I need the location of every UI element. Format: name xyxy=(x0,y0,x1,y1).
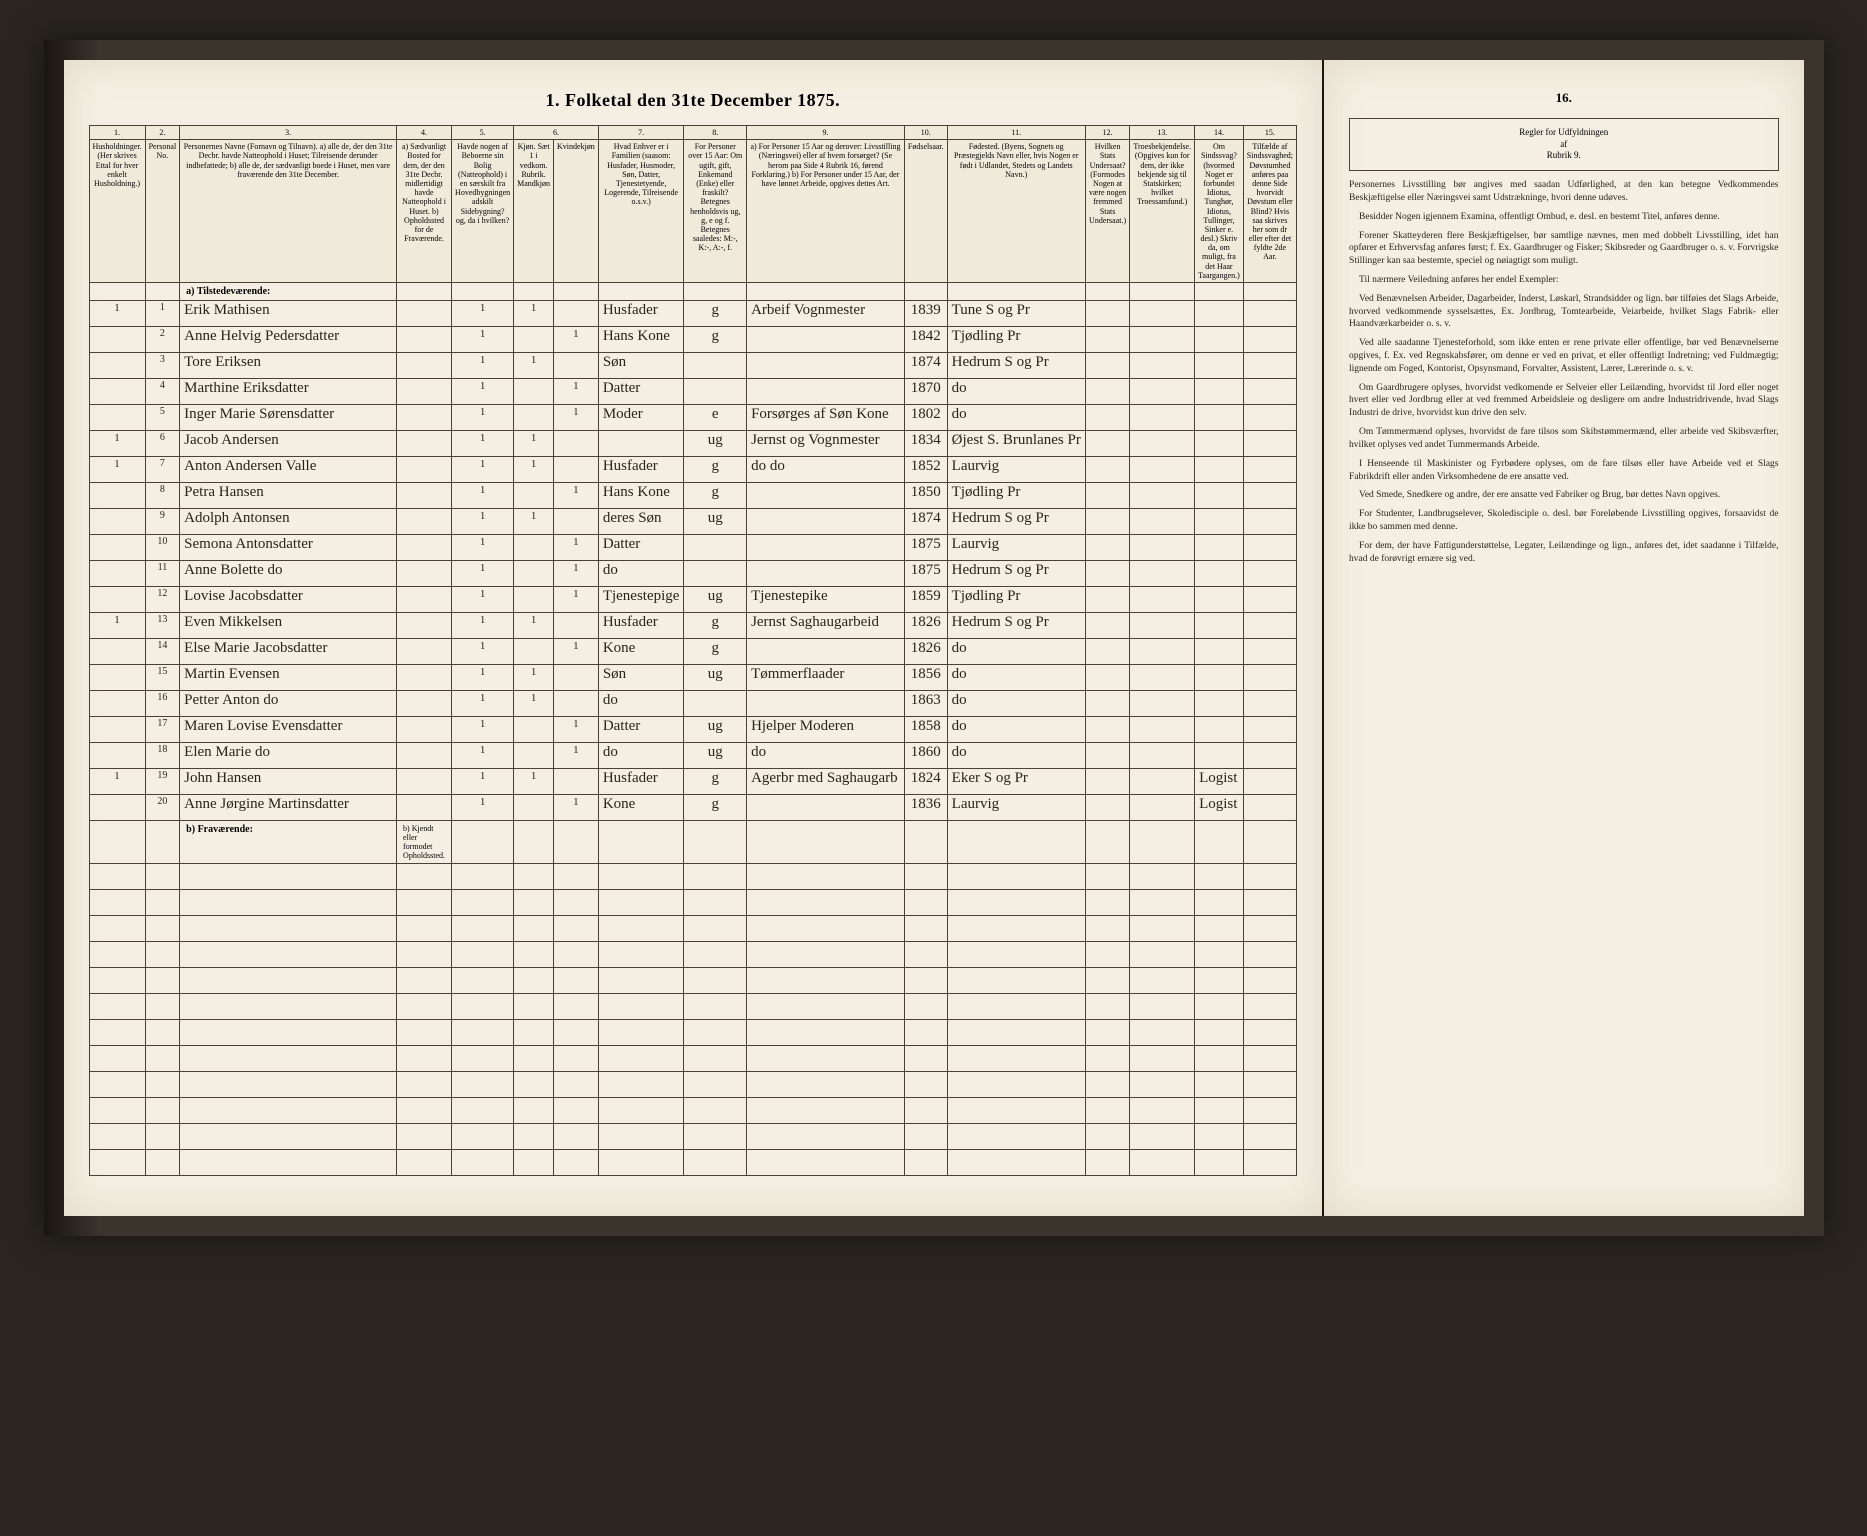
header-c6f: Kvindekjøn xyxy=(554,140,599,283)
section-a-row: a) Tilstedeværende: xyxy=(89,283,1297,301)
table-row xyxy=(89,994,1297,1020)
rules-paragraph: Ved alle saadanne Tjenesteforhold, som i… xyxy=(1349,337,1778,375)
rules-paragraph: Ved Benævnelsen Arbeider, Dagarbeider, I… xyxy=(1349,293,1778,331)
rules-paragraph: I Henseende til Maskinister og Fyrbødere… xyxy=(1349,458,1778,484)
table-row: 14Else Marie Jacobsdatter11Koneg1826do xyxy=(89,639,1297,665)
table-row: 17Anton Andersen Valle11Husfadergdo do18… xyxy=(89,457,1297,483)
header-c5: Havde nogen af Beboerne sin Bolig (Natte… xyxy=(452,140,514,283)
rules-paragraph: Forener Skatteyderen flere Beskjæftigels… xyxy=(1349,230,1778,268)
table-row xyxy=(89,968,1297,994)
table-row: 18Elen Marie do11dougdo1860do xyxy=(89,743,1297,769)
header-c1: Husholdninger. (Her skrives Ettal for hv… xyxy=(89,140,145,283)
rules-paragraph: For Studenter, Landbrugselever, Skoledis… xyxy=(1349,508,1778,534)
table-row xyxy=(89,916,1297,942)
book-spread: 1. Folketal den 31te December 1875. 1. 2… xyxy=(44,40,1824,1236)
table-row xyxy=(89,890,1297,916)
header-c2: Personal No. xyxy=(145,140,180,283)
header-c3: Personernes Navne (Fornavn og Tilnavn). … xyxy=(180,140,397,283)
table-body: a) Tilstedeværende: 11Erik Mathisen11Hus… xyxy=(89,283,1297,1176)
column-number-row: 1. 2. 3. 4. 5. 6. 7. 8. 9. 10. 11. 12. 1… xyxy=(89,126,1297,140)
table-row: 15Martin Evensen11SønugTømmerflaader1856… xyxy=(89,665,1297,691)
col16-number: 16. xyxy=(1349,90,1778,106)
table-row: 11Anne Bolette do11do1875Hedrum S og Pr xyxy=(89,561,1297,587)
table-row: 17Maren Lovise Evensdatter11DatterugHjel… xyxy=(89,717,1297,743)
header-c8: For Personer over 15 Aar: Om ugift, gift… xyxy=(684,140,747,283)
left-page: 1. Folketal den 31te December 1875. 1. 2… xyxy=(64,60,1323,1216)
table-row: 11Erik Mathisen11HusfadergArbeif Vognmes… xyxy=(89,301,1297,327)
table-row xyxy=(89,1020,1297,1046)
table-row: 3Tore Eriksen11Søn1874Hedrum S og Pr xyxy=(89,353,1297,379)
table-row: 8Petra Hansen11Hans Koneg1850Tjødling Pr xyxy=(89,483,1297,509)
header-c14: Om Sindssvag? (hvormed Noget er forbunde… xyxy=(1195,140,1244,283)
section-b-row: b) Fraværende:b) Kjendt eller formodet O… xyxy=(89,821,1297,864)
page-title: 1. Folketal den 31te December 1875. xyxy=(89,90,1298,111)
table-row: 119John Hansen11HusfadergAgerbr med Sagh… xyxy=(89,769,1297,795)
header-c6m: Kjøn. Sæt 1 i vedkom. Rubrik. Mandkjøn xyxy=(514,140,554,283)
table-row: 16Jacob Andersen11ugJernst og Vognmester… xyxy=(89,431,1297,457)
rules-paragraph: Til nærmere Veiledning anføres her endel… xyxy=(1349,274,1778,287)
rules-paragraph: Besidder Nogen igjennem Examina, offentl… xyxy=(1349,211,1778,224)
header-c7: Hvad Enhver er i Familien (saasom: Husfa… xyxy=(598,140,684,283)
table-row xyxy=(89,1098,1297,1124)
table-row: 113Even Mikkelsen11HusfadergJernst Sagha… xyxy=(89,613,1297,639)
header-c4: a) Sædvanligt Bosted for dem, der den 31… xyxy=(397,140,452,283)
table-row: 12Lovise Jacobsdatter11TjenestepigeugTje… xyxy=(89,587,1297,613)
right-page: 16. Regler for Udfyldningen af Rubrik 9.… xyxy=(1324,60,1803,1216)
table-row: 16Petter Anton do11do1863do xyxy=(89,691,1297,717)
table-row: 9Adolph Antonsen11deres Sønug1874Hedrum … xyxy=(89,509,1297,535)
header-c10: Fødselsaar. xyxy=(904,140,947,283)
header-row: Husholdninger. (Her skrives Ettal for hv… xyxy=(89,140,1297,283)
table-row xyxy=(89,864,1297,890)
table-row xyxy=(89,942,1297,968)
rules-paragraph: Om Gaardbrugere oplyses, hvorvidst vedko… xyxy=(1349,382,1778,420)
header-c15: Tilfælde af Sindssvaghed; Døvstumhed anf… xyxy=(1243,140,1296,283)
rules-paragraph: Personernes Livsstilling bør angives med… xyxy=(1349,179,1778,205)
table-row: 10Semona Antonsdatter11Datter1875Laurvig xyxy=(89,535,1297,561)
rules-paragraph: For dem, der have Fattigunderstøttelse, … xyxy=(1349,540,1778,566)
col16-header: Regler for Udfyldningen af Rubrik 9. xyxy=(1349,118,1778,171)
table-row: 2Anne Helvig Pedersdatter11Hans Koneg184… xyxy=(89,327,1297,353)
table-row: 5Inger Marie Sørensdatter11ModereForsørg… xyxy=(89,405,1297,431)
table-row: 20Anne Jørgine Martinsdatter11Koneg1836L… xyxy=(89,795,1297,821)
table-row xyxy=(89,1046,1297,1072)
rules-text: Personernes Livsstilling bør angives med… xyxy=(1349,179,1778,565)
header-c11: Fødested. (Byens, Sognets og Præstegjeld… xyxy=(947,140,1085,283)
header-c13: Troesbekjendelse. (Opgives kun for dem, … xyxy=(1130,140,1195,283)
rules-paragraph: Ved Smede, Snedkere og andre, der ere an… xyxy=(1349,489,1778,502)
table-row xyxy=(89,1150,1297,1176)
table-row: 4Marthine Eriksdatter11Datter1870do xyxy=(89,379,1297,405)
census-table: 1. 2. 3. 4. 5. 6. 7. 8. 9. 10. 11. 12. 1… xyxy=(89,125,1298,1176)
table-row xyxy=(89,1072,1297,1098)
rules-paragraph: Om Tømmermænd oplyses, hvorvidst de fare… xyxy=(1349,426,1778,452)
header-c12: Hvilken Stats Undersaat? (Formodes Nogen… xyxy=(1085,140,1130,283)
header-c9: a) For Personer 15 Aar og derover: Livss… xyxy=(747,140,905,283)
table-row xyxy=(89,1124,1297,1150)
